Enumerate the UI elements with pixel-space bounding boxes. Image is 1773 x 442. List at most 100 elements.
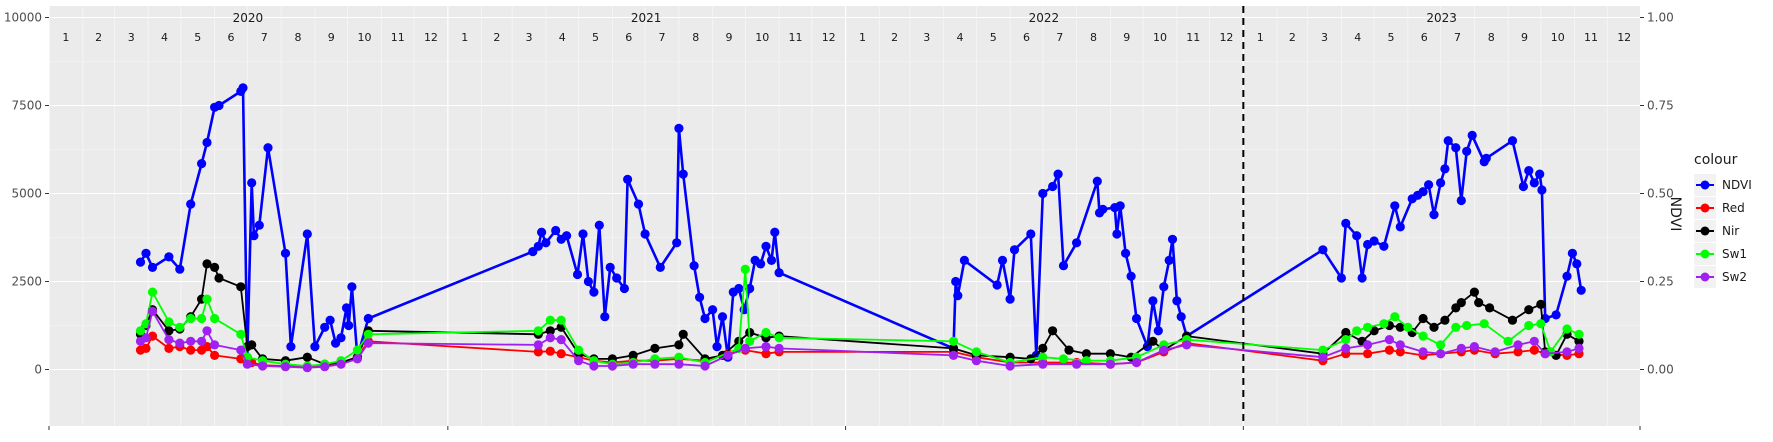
data-point: [1153, 326, 1163, 336]
data-point: [948, 343, 959, 353]
data-point: [605, 262, 615, 272]
data-point: [1105, 349, 1115, 359]
data-point: [210, 262, 220, 272]
data-point: [1159, 282, 1169, 292]
legend-item-red: Red: [1694, 197, 1745, 219]
month-label: 11: [1186, 31, 1200, 44]
data-point: [1456, 343, 1466, 353]
data-point: [210, 340, 220, 350]
data-point: [1536, 299, 1546, 309]
data-point: [164, 343, 174, 353]
data-point: [1318, 245, 1328, 255]
data-point: [1058, 354, 1069, 364]
y2-tick-label: 0.50: [1647, 187, 1674, 201]
data-point: [745, 336, 755, 346]
data-point: [650, 343, 660, 353]
data-point: [740, 343, 750, 353]
data-point: [717, 312, 728, 322]
data-point: [1436, 340, 1446, 350]
data-point: [623, 174, 633, 184]
data-point: [1395, 347, 1405, 357]
data-point: [164, 335, 174, 345]
data-point: [202, 259, 212, 269]
data-point: [1513, 340, 1523, 350]
data-point: [352, 345, 362, 355]
data-point: [302, 363, 312, 373]
data-point: [1131, 313, 1142, 324]
data-point: [951, 276, 961, 287]
data-point: [541, 238, 551, 248]
data-point: [1562, 347, 1572, 357]
data-point: [761, 241, 771, 251]
data-point: [1562, 324, 1572, 334]
data-point: [247, 340, 257, 350]
data-point: [1072, 359, 1082, 369]
legend-item-sw1: Sw1: [1694, 243, 1747, 265]
month-label: 10: [1153, 31, 1167, 44]
data-point: [1072, 238, 1082, 248]
series-sw1: [135, 264, 1584, 371]
data-point: [1451, 322, 1461, 332]
data-point: [1540, 349, 1550, 359]
data-point: [959, 255, 970, 265]
data-point: [1395, 322, 1405, 332]
legend-title: colour: [1694, 152, 1738, 168]
data-point: [214, 273, 224, 283]
data-point: [141, 248, 151, 258]
data-point: [1038, 359, 1048, 369]
data-point: [1462, 146, 1472, 156]
data-point: [633, 199, 644, 209]
plot-panel: [49, 6, 1640, 426]
month-label: 5: [194, 31, 201, 44]
data-point: [992, 280, 1002, 290]
legend-key-point: [1700, 226, 1710, 236]
data-point: [1167, 234, 1178, 244]
data-point: [1474, 298, 1484, 308]
data-point: [310, 342, 320, 352]
data-point: [589, 361, 599, 371]
data-point: [574, 356, 584, 366]
month-label: 4: [1354, 31, 1361, 44]
month-label: 8: [692, 31, 699, 44]
data-point: [600, 312, 610, 322]
data-point: [1390, 312, 1400, 322]
data-point: [1121, 248, 1131, 258]
data-point: [1462, 320, 1472, 331]
data-point: [700, 313, 710, 324]
data-point: [1507, 315, 1518, 325]
month-label: 5: [990, 31, 997, 44]
month-label: 10: [755, 31, 769, 44]
month-label: 7: [1454, 31, 1461, 44]
data-point: [761, 327, 771, 338]
year-label: 2020: [233, 11, 264, 25]
legend-key-point: [1700, 272, 1710, 282]
data-point: [247, 178, 257, 188]
data-point: [210, 350, 220, 360]
data-point: [320, 362, 330, 372]
data-point: [997, 255, 1008, 265]
data-point: [1053, 169, 1063, 179]
month-label: 1: [62, 31, 69, 44]
month-label: 2: [891, 31, 898, 44]
data-point: [1529, 345, 1539, 355]
data-point: [1418, 347, 1428, 357]
data-point: [141, 343, 151, 353]
data-point: [578, 229, 588, 239]
series-ndvi: [135, 83, 1586, 362]
data-point: [242, 359, 252, 369]
month-label: 5: [1387, 31, 1394, 44]
data-point: [236, 345, 246, 355]
data-point: [1318, 352, 1328, 362]
data-point: [341, 303, 352, 313]
data-point: [325, 315, 335, 325]
data-point: [594, 220, 604, 230]
month-label: 3: [923, 31, 930, 44]
data-point: [1058, 261, 1069, 271]
data-point: [1537, 185, 1547, 195]
data-point: [202, 137, 212, 148]
data-point: [202, 294, 212, 304]
month-label: 9: [1521, 31, 1528, 44]
month-label: 8: [295, 31, 302, 44]
y-tick-label: 0: [34, 363, 42, 377]
